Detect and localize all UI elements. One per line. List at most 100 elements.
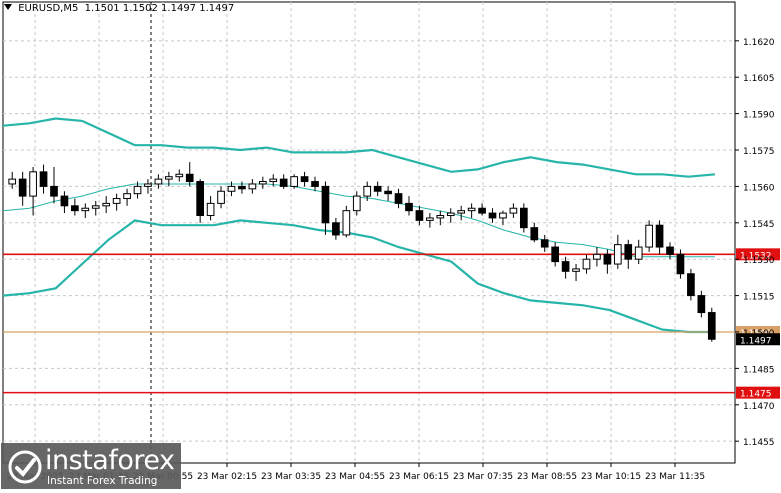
- candle: [519, 203, 528, 233]
- y-tick-label: 1.1470: [743, 402, 775, 412]
- current-price-bg: [736, 333, 780, 346]
- candle: [175, 169, 184, 182]
- candle-body: [384, 190, 392, 195]
- candle: [666, 242, 674, 260]
- candle: [29, 166, 37, 216]
- candle-body: [394, 193, 403, 204]
- candle-body: [123, 193, 131, 200]
- candle-body: [279, 178, 288, 187]
- y-tick-label: 1.1530: [743, 256, 775, 266]
- y-tick-label: 1.1485: [743, 365, 775, 375]
- x-tick-label: 23 Mar 02:15: [197, 472, 257, 482]
- candle-body: [540, 239, 549, 248]
- candle: [279, 174, 288, 189]
- candle-body: [655, 224, 664, 248]
- level-label-bg: [736, 386, 780, 399]
- y-tick-label: 1.1575: [743, 147, 775, 157]
- candle-body: [593, 253, 601, 260]
- candle-body: [645, 224, 653, 248]
- candle: [164, 171, 173, 187]
- candle: [561, 256, 570, 279]
- candle: [645, 220, 653, 252]
- dropdown-triangle-icon[interactable]: [4, 4, 12, 10]
- candle-body: [551, 246, 560, 263]
- candle-body: [154, 178, 163, 185]
- candle: [624, 239, 633, 269]
- candle: [415, 205, 424, 226]
- x-tick-label: 23 Mar 03:35: [261, 472, 321, 482]
- candle: [269, 174, 278, 187]
- candle: [196, 179, 205, 223]
- candle: [676, 249, 685, 279]
- candle: [39, 164, 48, 194]
- candle: [634, 239, 643, 265]
- x-tick-label: 23 Mar 07:35: [453, 472, 513, 482]
- x-tick-label: 23 Mar 04:55: [325, 472, 385, 482]
- candle-body: [50, 185, 58, 197]
- candle: [467, 203, 476, 218]
- candle: [300, 171, 309, 187]
- candle: [60, 191, 69, 214]
- candle-body: [91, 205, 100, 209]
- candle-body: [39, 171, 48, 187]
- y-tick-label: 1.1620: [743, 38, 775, 48]
- candle-body: [519, 207, 528, 229]
- level-label: 1.1532: [740, 251, 772, 261]
- candle-body: [238, 185, 246, 190]
- candle-body: [321, 185, 330, 224]
- candle-body: [290, 176, 298, 187]
- candle-body: [624, 244, 633, 260]
- candles: [8, 162, 716, 342]
- candle: [363, 181, 372, 201]
- candle-body: [446, 212, 455, 217]
- candle: [154, 174, 163, 189]
- candle: [373, 181, 382, 197]
- candle-body: [666, 246, 674, 255]
- candle-body: [18, 178, 27, 197]
- ohlc-open: 1.1501: [84, 3, 120, 14]
- candle: [499, 210, 507, 226]
- candle-body: [81, 207, 90, 212]
- candle: [551, 242, 560, 267]
- instaforex-logo-icon: [8, 450, 42, 484]
- candle-body: [457, 210, 466, 214]
- candle: [227, 181, 236, 197]
- candle: [206, 196, 215, 221]
- candle-body: [217, 190, 225, 204]
- candle-body: [227, 185, 236, 192]
- candle-body: [478, 207, 486, 214]
- candle-body: [60, 195, 69, 207]
- ohlc-close: 1.1497: [199, 3, 235, 14]
- x-tick-label: 23 Mar 06:15: [389, 472, 449, 482]
- candle-body: [572, 268, 580, 272]
- candle-body: [603, 253, 612, 265]
- candle-body: [530, 227, 539, 241]
- candle-body: [697, 295, 706, 314]
- plot-frame: [2, 1, 736, 464]
- candle: [248, 179, 257, 194]
- candle: [185, 162, 194, 187]
- candle-body: [687, 273, 695, 297]
- level-label-bg: [736, 248, 780, 261]
- candle: [707, 307, 716, 342]
- candle-body: [175, 173, 184, 178]
- candle: [384, 186, 392, 201]
- candle: [582, 254, 591, 274]
- candle-body: [196, 181, 205, 217]
- bollinger-lower: [2, 219, 715, 334]
- candle: [613, 234, 622, 269]
- candle: [405, 196, 413, 216]
- candle: [478, 203, 486, 216]
- candle: [133, 181, 142, 199]
- candle: [18, 171, 27, 206]
- candle-body: [467, 207, 476, 212]
- logo-tagline: Instant Forex Trading: [47, 475, 158, 487]
- candle: [112, 193, 121, 211]
- candle-body: [133, 185, 142, 195]
- candle-body: [8, 178, 17, 185]
- candle-body: [300, 176, 309, 183]
- candle: [8, 171, 17, 189]
- logo-brand: instaforex: [45, 445, 175, 476]
